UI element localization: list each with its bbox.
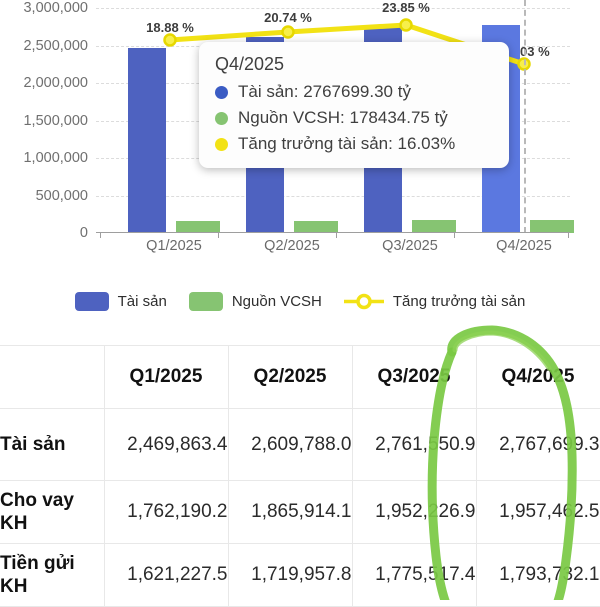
bar-nguon-vcsh-q2[interactable]	[294, 220, 338, 233]
legend-line-circle-icon	[343, 292, 384, 311]
tooltip-row-text: Tăng trưởng tài sản: 16.03%	[238, 134, 456, 153]
legend-swatch-icon	[74, 292, 109, 311]
y-tick-label: 2,000,000	[23, 75, 88, 91]
table-cell: 2,761,550.9	[352, 408, 477, 481]
y-tick-label: 1,000,000	[23, 150, 88, 166]
bar-tai-san-q1[interactable]	[128, 48, 166, 233]
table-col-header-q4: Q4/2025	[476, 345, 600, 409]
x-axis-label-q3: Q3/2025	[382, 238, 438, 254]
growth-label-q3: 23.85 %	[382, 0, 430, 15]
gridline	[96, 195, 570, 197]
legend-label: Tăng trưởng tài sản	[392, 293, 526, 310]
chart-panel: 0 500,000 1,000,000 1,500,000 2,000,000 …	[0, 0, 600, 275]
table-cell: 1,775,517.4	[352, 543, 477, 607]
table-corner-cell	[0, 345, 105, 409]
legend-label: Tài sản	[117, 293, 167, 310]
chart-tooltip: Q4/2025 Tài sản: 2767699.30 tỷ Nguồn VCS…	[199, 42, 509, 168]
gridline	[96, 8, 570, 9]
table-cell: 1,952,226.9	[352, 480, 477, 544]
hover-crosshair	[524, 0, 526, 233]
tooltip-dot-icon	[215, 137, 228, 151]
table-cell: 1,865,914.1	[228, 480, 353, 544]
growth-label-q4: 03 %	[520, 44, 550, 59]
table-cell: 1,621,227.5	[104, 543, 229, 607]
y-tick-label: 3,000,000	[23, 0, 88, 16]
legend-item-tai-san[interactable]: Tài sản	[74, 292, 167, 311]
table-cell: 1,957,462.5	[476, 480, 600, 544]
x-axis-label-q4: Q4/2025	[496, 238, 552, 254]
table-cell: 2,609,788.0	[228, 408, 353, 481]
x-tick	[218, 233, 219, 238]
table-cell: 1,719,957.8	[228, 543, 353, 607]
tooltip-dot-icon	[215, 85, 228, 99]
x-tick	[100, 233, 101, 238]
y-tick-label: 500,000	[35, 187, 88, 204]
y-axis-labels: 0 500,000 1,000,000 1,500,000 2,000,000 …	[0, 0, 88, 241]
growth-point-q1	[163, 33, 177, 47]
legend-item-tang-truong[interactable]: Tăng trưởng tài sản	[343, 292, 526, 311]
table-cell: 1,793,732.1	[476, 543, 600, 607]
bar-nguon-vcsh-q3[interactable]	[412, 220, 456, 233]
chart-legend: Tài sản Nguồn VCSH Tăng trưởng tài sản	[0, 292, 600, 311]
table-cell: 1,762,190.2	[104, 480, 229, 544]
table-row-label-cho-vay-kh: Cho vay KH	[0, 480, 105, 544]
table-col-header-q1: Q1/2025	[104, 345, 229, 409]
table-row: Tài sản 2,469,863.4 2,609,788.0 2,761,55…	[0, 408, 600, 481]
growth-label-q2: 20.74 %	[264, 10, 312, 25]
legend-label: Nguồn VCSH	[231, 293, 322, 310]
x-axis	[96, 232, 570, 233]
table-row: Cho vay KH 1,762,190.2 1,865,914.1 1,952…	[0, 480, 600, 544]
legend-swatch-icon	[188, 292, 223, 311]
table-cell: 2,767,699.3	[476, 408, 600, 481]
tooltip-title: Q4/2025	[215, 54, 285, 74]
table-row: Tiền gửi KH 1,621,227.5 1,719,957.8 1,77…	[0, 543, 600, 607]
table-col-header-q3: Q3/2025	[352, 345, 477, 409]
growth-label-q1: 18.88 %	[146, 20, 194, 35]
tooltip-row-text: Tài sản: 2767699.30 tỷ	[238, 82, 411, 101]
y-tick-label: 1,500,000	[23, 112, 88, 129]
x-tick	[336, 233, 337, 238]
y-tick-label: 0	[79, 225, 88, 241]
tooltip-row-text: Nguồn VCSH: 178434.75 tỷ	[238, 108, 448, 127]
x-tick	[454, 233, 455, 238]
bar-nguon-vcsh-q1[interactable]	[176, 221, 220, 233]
tooltip-row-nguon-vcsh: Nguồn VCSH: 178434.75 tỷ	[215, 108, 495, 128]
x-axis-label-q2: Q2/2025	[264, 238, 320, 254]
x-tick	[568, 233, 569, 238]
table-row-label-tien-gui-kh: Tiền gửi KH	[0, 543, 105, 607]
growth-point-q2	[281, 25, 295, 39]
y-tick-label: 2,500,000	[23, 37, 88, 54]
tooltip-row-tang-truong: Tăng trưởng tài sản: 16.03%	[215, 134, 495, 154]
tooltip-dot-icon	[215, 111, 228, 125]
table-row-label-tai-san: Tài sản	[0, 408, 105, 481]
tooltip-row-tai-san: Tài sản: 2767699.30 tỷ	[215, 82, 495, 102]
bar-nguon-vcsh-q4[interactable]	[530, 219, 574, 233]
table-cell: 2,469,863.4	[104, 408, 229, 481]
table-header-row: Q1/2025 Q2/2025 Q3/2025 Q4/2025	[0, 345, 600, 409]
x-axis-label-q1: Q1/2025	[146, 238, 202, 254]
legend-item-nguon-vcsh[interactable]: Nguồn VCSH	[188, 292, 322, 311]
growth-point-q3	[399, 18, 413, 32]
data-table: Q1/2025 Q2/2025 Q3/2025 Q4/2025 Tài sản …	[0, 345, 600, 607]
table-col-header-q2: Q2/2025	[228, 345, 353, 409]
